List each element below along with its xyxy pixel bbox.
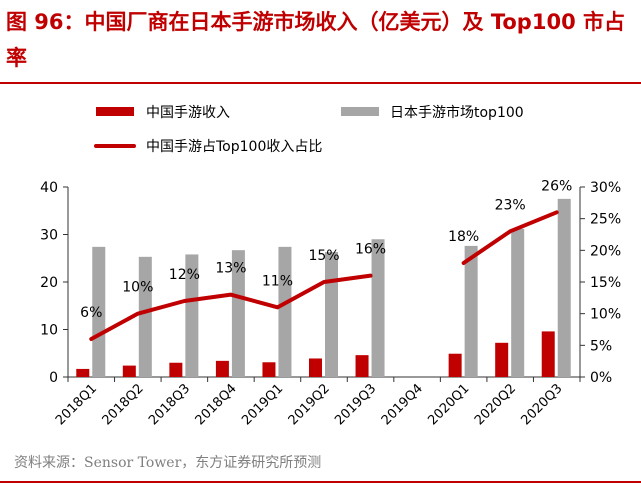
bar-market-top100 [371,239,385,377]
bar-market-top100 [231,250,245,377]
bar-market-top100 [464,245,478,377]
x-tick-label: 2019Q4 [379,381,426,428]
x-tick-label: 2018Q3 [146,381,193,428]
x-tick-label: 2020Q3 [518,381,565,428]
x-tick-label: 2019Q1 [239,381,286,428]
footer-rule [0,481,641,483]
x-tick-label: 2019Q3 [332,381,379,428]
left-tick-label: 20 [40,275,58,291]
left-tick-label: 10 [40,323,58,339]
x-tick-label: 2018Q4 [193,381,240,428]
x-tick-label: 2018Q1 [53,381,100,428]
left-tick-label: 0 [49,370,58,386]
legend-swatch-china-revenue [96,107,134,116]
bar-china-revenue [122,365,136,377]
left-tick-label: 30 [40,228,58,244]
share-data-label: 10% [122,280,153,296]
bar-china-revenue [355,355,369,377]
bar-china-revenue [541,331,555,377]
right-tick-label: 0% [590,370,612,386]
bar-market-top100 [278,246,292,377]
right-tick-label: 10% [590,307,621,323]
bar-china-revenue [169,362,183,377]
bar-market-top100 [185,254,199,377]
x-tick-label: 2019Q2 [286,381,333,428]
bar-china-revenue [76,368,90,377]
share-data-label: 13% [215,261,246,277]
share-line-series [89,273,373,341]
bar-china-revenue [262,362,276,377]
bar-market-top100 [557,198,571,377]
bar-market-top100 [511,228,525,377]
share-data-label: 11% [262,273,293,289]
x-tick-label: 2020Q2 [472,381,519,428]
share-data-label: 23% [495,197,526,213]
x-tick-label: 2018Q2 [100,381,147,428]
share-data-label: 6% [80,305,102,321]
title-underline [0,82,641,84]
share-data-label: 12% [169,267,200,283]
bar-china-revenue [495,342,509,377]
share-line-series [461,210,559,265]
right-tick-label: 25% [590,212,621,228]
legend-label-market-top100: 日本手游市场top100 [390,104,524,121]
bar-market-top100 [92,246,106,377]
share-data-label: 18% [448,229,479,245]
left-tick-label: 40 [40,180,58,196]
right-tick-label: 15% [590,275,621,291]
bar-china-revenue [448,353,462,377]
bar-china-revenue [309,358,322,377]
share-data-label: 16% [355,242,386,258]
legend-label-share-line: 中国手游占Top100收入占比 [146,139,322,155]
bar-market-top100 [325,252,338,377]
x-tick-label: 2020Q1 [425,381,472,428]
legend-swatch-market-top100 [341,107,379,116]
share-data-label: 15% [308,248,339,264]
source-note: 资料来源：Sensor Tower，东方证券研究所预测 [14,455,322,471]
bar-china-revenue [215,360,229,377]
right-tick-label: 5% [590,338,612,354]
legend-label-china-revenue: 中国手游收入 [146,105,230,121]
chart-title: 图 96：中国厂商在日本手游市场收入（亿美元）及 Top100 市占率 [6,10,625,70]
bar-market-top100 [138,256,152,377]
share-data-label: 26% [541,178,572,194]
right-tick-label: 30% [590,180,621,196]
right-tick-label: 20% [590,243,621,259]
